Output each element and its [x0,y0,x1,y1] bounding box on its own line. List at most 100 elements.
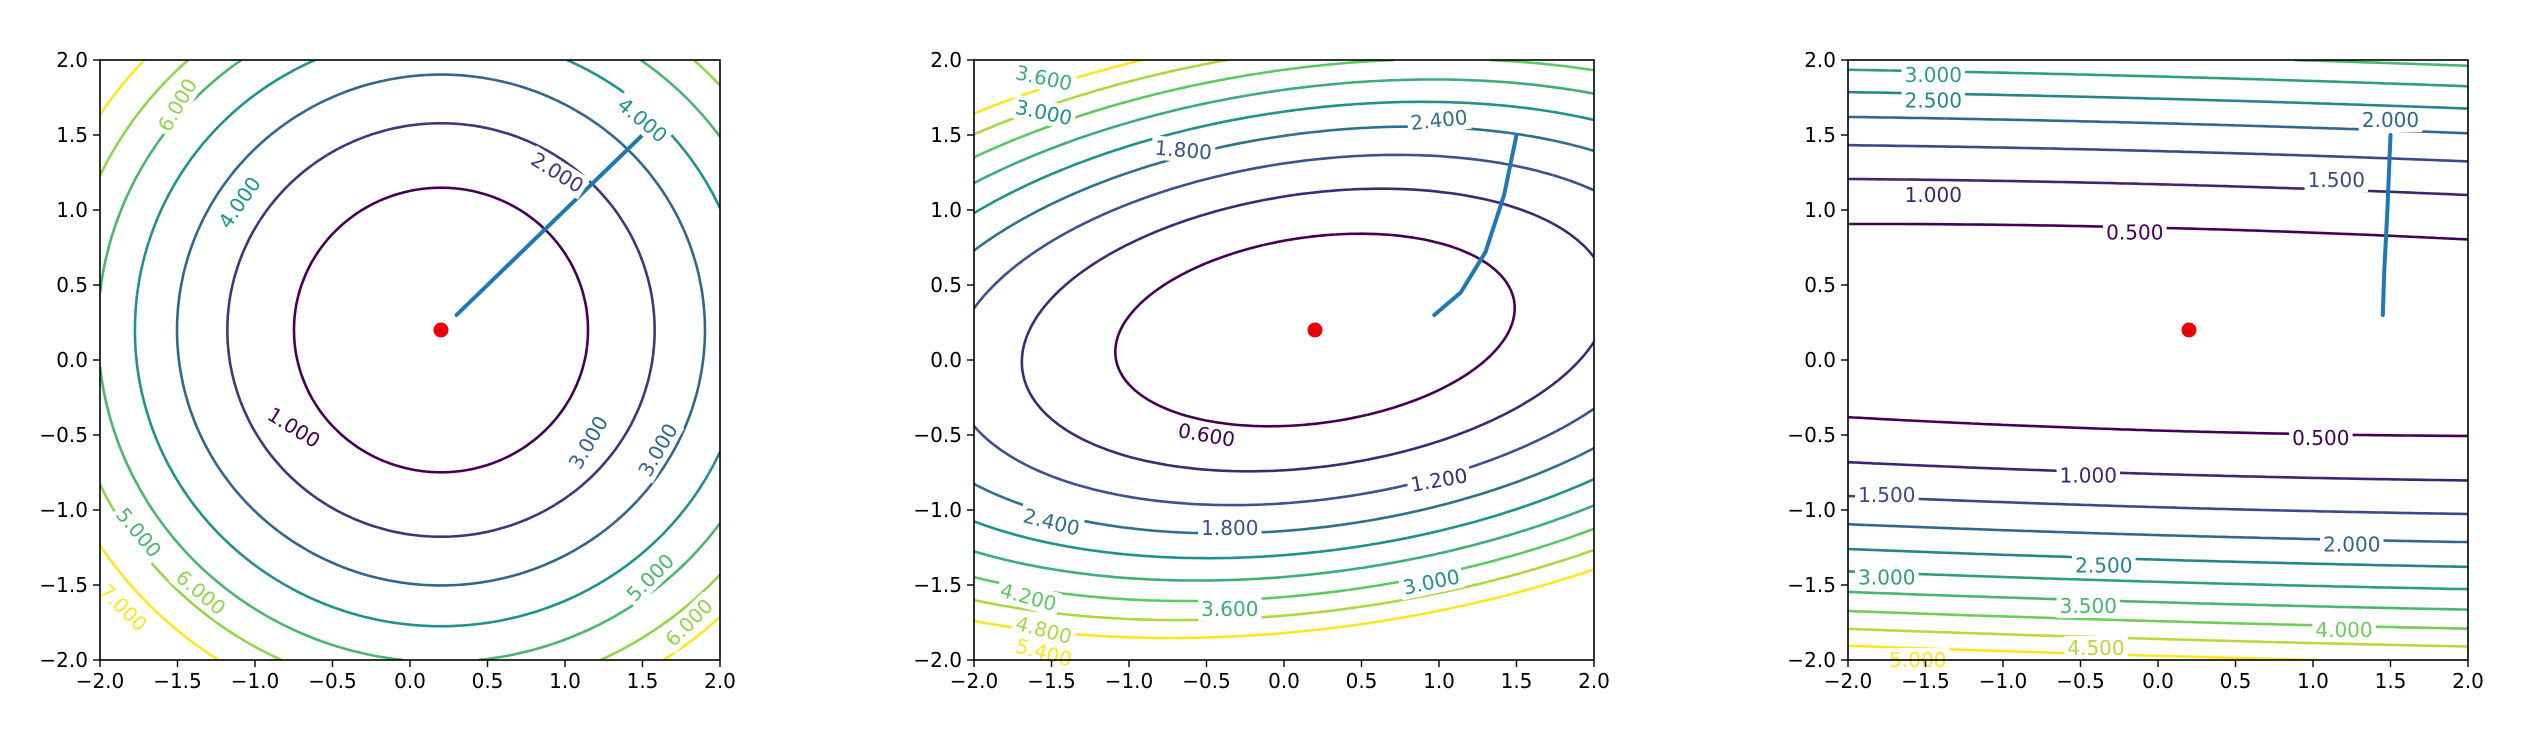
contour-label-bg [151,71,204,139]
contour-label-text: 2.000 [2362,108,2419,132]
contour-label-text: 2.500 [1905,89,1962,113]
contour-label-text: 2.500 [2075,554,2132,578]
path-line [454,133,645,317]
x-tick-label: 0.0 [394,669,426,693]
y-tick-label: −1.0 [913,498,962,522]
contour-label-bg [1010,94,1078,131]
contour-label-text: 3.000 [1858,566,1915,590]
contour-label-text: 4.500 [2067,636,2124,660]
contour-label: 2.000 [524,145,591,200]
minimum-point [2181,322,2197,338]
contour-label-text: 0.500 [2106,221,2163,245]
contour-label: 1.500 [2304,168,2369,192]
contour-label-text: 1.000 [2060,464,2117,488]
contour-label: 1.500 [1855,483,1919,507]
contour-label: 2.000 [2358,108,2423,132]
x-tick-label: 0.0 [1268,669,1300,693]
contour-label: 1.800 [1150,135,1216,165]
contour-label-text: 1.000 [1905,183,1962,207]
contour-label: 2.000 [2320,532,2384,557]
contour-level-2 [1020,187,1594,473]
contour-label-bg [1010,610,1078,650]
contour-level-1 [292,186,590,474]
x-tick-label: 2.0 [1578,669,1610,693]
y-tick-label: 0.0 [930,348,962,372]
contour-label-bg [2056,594,2121,618]
contour-label-text: 3.600 [1013,60,1074,95]
y-tick-label: −1.5 [1787,573,1836,597]
y-tick-label: 0.5 [930,273,962,297]
contour-label-bg [2289,426,2353,450]
contour-level-2 [1848,177,2468,482]
y-tick-label: 2.0 [1804,48,1836,72]
contour-label-bg [1010,632,1078,673]
contour-label: 1.800 [1198,516,1262,540]
contour-level-4 [974,125,1594,535]
contour-label-bg [1017,502,1086,542]
contour-label: 2.500 [1901,88,1966,113]
y-tick-label: 2.0 [930,48,962,72]
contour-label-bg [1855,565,1919,590]
contour-label-bg [2064,636,2128,660]
contour-label-bg [1405,462,1473,498]
contour-level-1 [1114,232,1516,428]
x-tick-label: 0.5 [2220,669,2252,693]
contour-label: 3.600 [1198,597,1262,621]
y-tick-label: 1.5 [1804,123,1836,147]
y-tick-label: −2.0 [1787,648,1836,672]
contour-label-text: 5.000 [111,503,166,562]
contour-label-text: 3.600 [1201,597,1258,621]
path-line [2380,133,2393,317]
contour-label-bg [631,416,685,484]
contour-label: 2.400 [1406,104,1472,136]
axes: −2.0 −1.5 −1.0 −0.5 0.0 0.5 1.0 1.5 2.0 −2.0 −1.5 −… [913,48,1609,693]
y-tick-label: −2.0 [39,648,88,672]
y-tick-label: 1.0 [1804,198,1836,222]
contour-label-text: 3.000 [564,412,613,474]
contour-level-5 [974,100,1594,560]
y-tick-label: −0.5 [39,423,88,447]
contour-label: 2.500 [2072,553,2136,578]
contour-label-bg [109,500,169,565]
contour-label-bg [1397,563,1465,601]
x-tick-label: 2.0 [2452,669,2484,693]
minimum-point [433,322,449,338]
contour-label-bg [1198,516,1262,540]
contour-label-text: 4.000 [613,92,672,147]
x-tick-label: 1.5 [627,669,659,693]
contour-label-bg [2358,108,2423,132]
contour-label: 6.000 [151,71,204,139]
contour-label-bg [92,576,155,639]
x-tick-label: 1.0 [2297,669,2329,693]
optimization-path [454,133,645,317]
y-tick-label: 0.0 [1804,348,1836,372]
y-tick-label: −0.5 [1787,423,1836,447]
y-tick-label: −2.0 [913,648,962,672]
contour-label-bg [619,546,682,609]
contour-label-bg [1010,59,1078,97]
contour-level-1 [1848,222,2468,438]
y-tick-label: 1.5 [930,123,962,147]
contour-label-text: 0.500 [2292,426,2349,450]
contour-label-text: 4.000 [2315,618,2372,642]
contour-label: 1.000 [1901,183,1966,207]
y-tick-label: −0.5 [913,423,962,447]
x-tick-label: −1.5 [1901,669,1950,693]
minimum-point [1307,322,1323,338]
contour-label: 3.000 [1901,63,1966,87]
y-tick-label: 0.5 [1804,273,1836,297]
x-tick-label: −0.5 [2056,669,2105,693]
x-tick-label: 1.0 [1423,669,1455,693]
contour-label-bg [1901,63,1966,87]
axes: −2.0 −1.5 −1.0 −0.5 0.0 0.5 1.0 1.5 2.0 −2.0 −1.5 −… [39,48,735,693]
contour-label-text: 3.000 [1905,63,1962,87]
contour-label-text: 7.000 [94,579,151,636]
axes: −2.0 −1.5 −1.0 −0.5 0.0 0.5 1.0 1.5 2.0 −2.0 −1.5 −… [1787,48,2483,693]
contour-level-9 [974,60,1594,640]
x-tick-label: −0.5 [1182,669,1231,693]
x-tick-label: 2.0 [704,669,736,693]
contour-lines [1848,60,2468,660]
contour-label-bg [260,400,328,455]
contour-label: 4.000 [211,169,268,236]
